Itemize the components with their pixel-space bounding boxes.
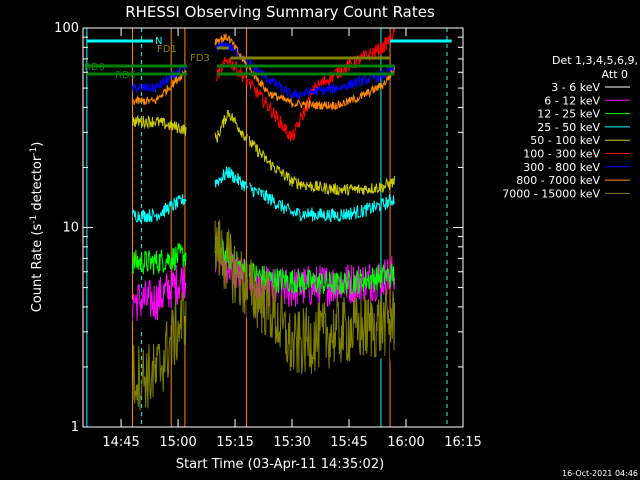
x-tick-label: 15:00: [159, 435, 196, 450]
legend-entry-label: 800 - 7000 keV: [516, 174, 600, 187]
legend-entry-label: 100 - 300 keV: [523, 148, 600, 161]
series-line: [214, 33, 249, 69]
series-line: [214, 266, 249, 329]
series-line: [248, 28, 396, 142]
legend-entry-label: 7000 - 15000 keV: [502, 187, 600, 200]
series-line: [214, 166, 249, 192]
x-tick-label: 15:45: [330, 435, 367, 450]
x-tick-label: 16:00: [387, 435, 424, 450]
series-line: [132, 194, 187, 223]
series-line: [248, 286, 396, 386]
y-axis: 1 10 100: [54, 21, 463, 435]
legend-entry-label: 3 - 6 keV: [551, 81, 600, 94]
series-line: [248, 135, 396, 196]
x-tick-label: 15:30: [273, 435, 310, 450]
x-tick-label: 15:15: [216, 435, 253, 450]
x-axis: 14:45 15:00 15:15 15:30 15:45 16:00 16:15: [102, 28, 482, 450]
generation-timestamp: 16-Oct-2021 04:46: [562, 469, 638, 478]
series-line: [132, 70, 187, 106]
series-line: [214, 110, 249, 143]
series-line: [132, 263, 187, 321]
chart-title: RHESSI Observing Summary Count Rates: [125, 3, 435, 21]
y-tick-label: 10: [62, 221, 79, 236]
series-group: [86, 28, 452, 427]
flag-label: RD0: [84, 62, 105, 73]
x-axis-label: Start Time (03-Apr-11 14:35:02): [176, 457, 384, 472]
flag-label: N: [155, 36, 162, 47]
series-line: [132, 291, 187, 411]
series-line: [132, 115, 187, 136]
x-tick-label: 14:45: [102, 435, 139, 450]
series-line: [249, 182, 396, 223]
legend-entry-label: 25 - 50 keV: [537, 121, 600, 134]
legend-header-line2: Att 0: [602, 68, 628, 81]
legend-entry-label: 6 - 12 keV: [544, 94, 600, 107]
y-tick-label: 1: [71, 420, 79, 435]
legend-entry-label: 50 - 100 keV: [530, 134, 600, 147]
series-line: [214, 219, 249, 315]
x-tick-label: 16:15: [444, 435, 481, 450]
flag-label: RD6: [115, 70, 136, 81]
series-line: [132, 64, 187, 93]
flag-label: FD1: [157, 44, 177, 55]
legend-entry-label: 12 - 25 keV: [537, 108, 600, 121]
y-axis-label: Count Rate (s-1 detector-1): [29, 142, 45, 313]
series-line: [248, 259, 396, 375]
flag-label: FD3: [190, 53, 210, 64]
y-tick-label: 100: [54, 21, 79, 36]
legend-entry-label: 300 - 800 keV: [523, 161, 600, 174]
series-line: [248, 65, 396, 111]
legend-header-line1: Det 1,3,4,5,6,9,: [552, 54, 638, 67]
series-line: [132, 243, 187, 275]
